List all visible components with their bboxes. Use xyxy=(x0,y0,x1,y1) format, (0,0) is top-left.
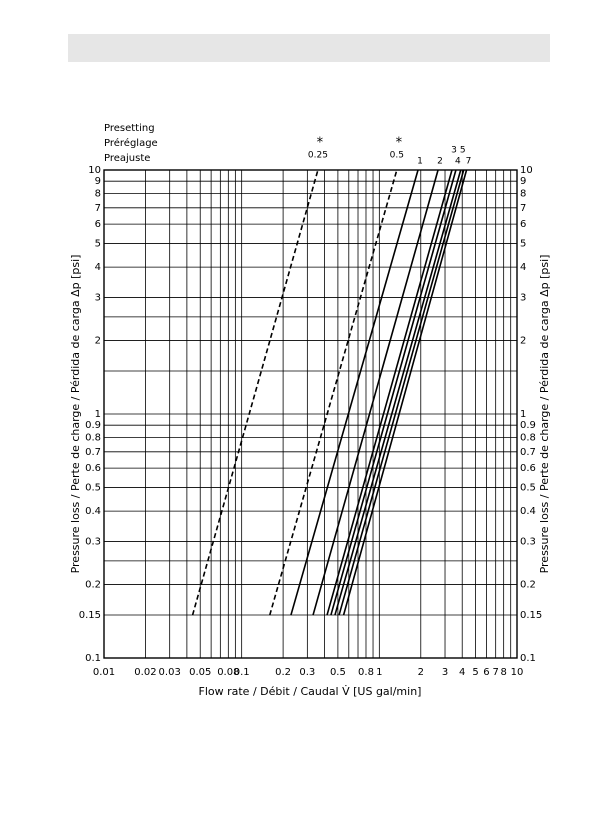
y-tick-label: 0.8 xyxy=(85,433,101,444)
y-axis-label: Pressure loss / Perte de charge / Pérdid… xyxy=(69,255,82,574)
flow-line xyxy=(334,169,462,616)
flow-line xyxy=(191,169,319,616)
flow-line xyxy=(326,169,453,616)
x-tick-label: 0.05 xyxy=(189,667,211,678)
flow-line xyxy=(290,169,419,616)
y-tick-label: 3 xyxy=(520,293,526,304)
x-tick-label: 1 xyxy=(376,667,382,678)
y-tick-label: 0.4 xyxy=(520,506,536,517)
flow-line xyxy=(330,169,457,616)
y-tick-label: 7 xyxy=(520,203,526,214)
x-tick-label: 8 xyxy=(500,667,506,678)
y-tick-label: 3 xyxy=(95,293,101,304)
series-label: 4 xyxy=(455,157,461,167)
y-tick-label: 5 xyxy=(520,238,526,249)
y-tick-label: 0.15 xyxy=(79,610,101,621)
x-tick-label: 10 xyxy=(511,667,524,678)
plot-frame xyxy=(103,169,518,659)
y-tick-label: 0.9 xyxy=(85,420,101,431)
x-tick-label: 2 xyxy=(418,667,424,678)
x-tick-label: 0.2 xyxy=(275,667,291,678)
legend-title: Preajuste xyxy=(104,153,150,164)
y-tick-label: 0.3 xyxy=(520,537,536,548)
y-tick-label: 2 xyxy=(520,336,526,347)
x-axis-label: Flow rate / Débit / Caudal V̇ [US gal/mi… xyxy=(199,685,422,698)
y-axis-label: Pressure loss / Perte de charge / Pérdid… xyxy=(538,255,551,574)
series-label: 0.25 xyxy=(308,151,328,161)
y-tick-label: 0.5 xyxy=(85,482,101,493)
legend-title: Préréglage xyxy=(104,137,158,149)
flow-line xyxy=(312,169,439,616)
y-tick-label: 0.7 xyxy=(520,447,536,458)
y-tick-label: 0.4 xyxy=(85,506,101,517)
series-label: 2 xyxy=(437,157,443,167)
y-tick-label: 0.8 xyxy=(520,433,536,444)
x-tick-label: 4 xyxy=(459,667,465,678)
x-tick-label: 0.01 xyxy=(93,667,115,678)
x-tick-label: 6 xyxy=(483,667,489,678)
x-tick-label: 0.03 xyxy=(159,667,181,678)
y-tick-label: 10 xyxy=(88,165,101,176)
series-note: * xyxy=(317,136,324,151)
y-tick-label: 4 xyxy=(520,262,526,273)
y-tick-label: 0.3 xyxy=(85,537,101,548)
y-tick-label: 0.6 xyxy=(85,463,101,474)
x-tick-label: 0.3 xyxy=(299,667,315,678)
flow-line xyxy=(268,169,398,616)
x-tick-label: 0.5 xyxy=(330,667,346,678)
y-tick-label: 9 xyxy=(520,176,526,187)
y-tick-label: 4 xyxy=(95,262,101,273)
x-tick-label: 7 xyxy=(492,667,498,678)
y-tick-label: 2 xyxy=(95,336,101,347)
y-tick-label: 9 xyxy=(95,176,101,187)
x-tick-label: 5 xyxy=(472,667,478,678)
header-bar xyxy=(68,34,550,62)
y-tick-label: 0.2 xyxy=(520,580,536,591)
x-tick-label: 3 xyxy=(442,667,448,678)
y-tick-label: 6 xyxy=(520,219,526,230)
series-label: 5 xyxy=(460,146,466,156)
x-tick-label: 0.08 xyxy=(217,667,239,678)
y-tick-label: 5 xyxy=(95,238,101,249)
series-label: 1 xyxy=(417,157,423,167)
y-tick-label: 6 xyxy=(95,219,101,230)
x-tick-label: 0.1 xyxy=(234,667,250,678)
y-tick-label: 0.15 xyxy=(520,610,542,621)
y-tick-label: 1 xyxy=(520,409,526,420)
y-tick-label: 0.6 xyxy=(520,463,536,474)
y-tick-label: 0.1 xyxy=(85,653,101,664)
x-tick-label: 0.02 xyxy=(134,667,156,678)
flow-line xyxy=(338,169,465,616)
y-tick-label: 10 xyxy=(520,165,533,176)
y-tick-label: 0.2 xyxy=(85,580,101,591)
x-tick-label: 0.8 xyxy=(358,667,374,678)
y-tick-label: 7 xyxy=(95,203,101,214)
y-tick-label: 1 xyxy=(95,409,101,420)
series-label: 3 xyxy=(451,146,457,156)
series-label: 0.5 xyxy=(390,151,404,161)
y-tick-label: 0.5 xyxy=(520,482,536,493)
flow-line xyxy=(342,169,468,616)
y-tick-label: 8 xyxy=(520,189,526,200)
y-tick-label: 0.1 xyxy=(520,653,536,664)
y-tick-label: 0.7 xyxy=(85,447,101,458)
series-note: * xyxy=(396,136,403,151)
legend-title: Presetting xyxy=(104,123,155,134)
y-tick-label: 0.9 xyxy=(520,420,536,431)
y-tick-label: 8 xyxy=(95,189,101,200)
series-label: 7 xyxy=(466,157,472,167)
